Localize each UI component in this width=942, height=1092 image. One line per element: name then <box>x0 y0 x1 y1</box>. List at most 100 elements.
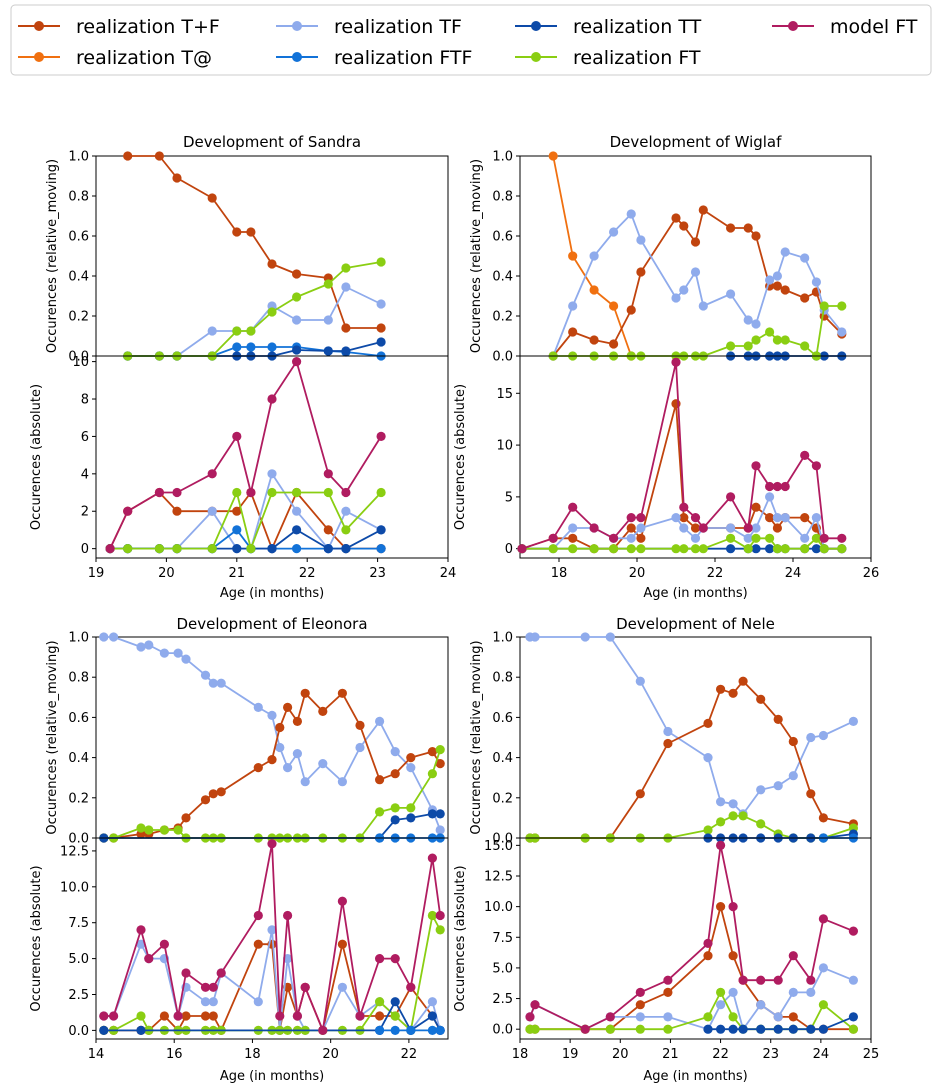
data-point <box>341 346 351 356</box>
data-point <box>292 345 302 355</box>
y-tick-label: 0.8 <box>68 190 89 205</box>
x-tick-label: 22 <box>299 566 316 581</box>
data-point <box>406 1025 416 1035</box>
data-point <box>375 1011 385 1021</box>
x-tick-label: 14 <box>88 1047 105 1062</box>
data-point <box>756 1024 766 1034</box>
data-point <box>427 747 437 757</box>
data-point <box>200 1011 211 1021</box>
series-layer <box>99 839 445 1035</box>
x-tick-label: 18 <box>551 566 568 581</box>
data-point <box>765 492 775 502</box>
data-point <box>780 481 790 492</box>
data-point <box>716 1000 726 1010</box>
data-point <box>427 853 437 863</box>
data-point <box>341 544 351 554</box>
axes-frame <box>95 355 449 559</box>
x-tick-label: 26 <box>863 566 880 581</box>
data-point <box>300 688 310 698</box>
x-tick-label: 18 <box>244 1047 261 1062</box>
data-point <box>173 825 183 835</box>
data-point <box>806 987 816 998</box>
legend-label: realization TT <box>573 16 702 38</box>
y-tick-label: 10.0 <box>484 900 513 915</box>
data-point <box>751 544 761 554</box>
x-tick-label: 25 <box>863 1047 880 1062</box>
data-point <box>323 279 333 289</box>
data-point <box>200 795 211 805</box>
data-point <box>406 763 416 773</box>
data-point <box>690 533 701 543</box>
data-point <box>756 819 766 829</box>
data-point <box>800 293 810 303</box>
y-tick-label: 5.0 <box>68 952 89 967</box>
data-point <box>679 523 689 533</box>
data-point <box>765 275 775 285</box>
data-point <box>589 335 599 345</box>
data-point <box>292 357 302 367</box>
chart-title: Development of Sandra <box>183 133 361 151</box>
data-point <box>216 787 226 797</box>
y-tick-label: 0.2 <box>68 310 89 325</box>
y-tick-label: 0.4 <box>492 751 513 766</box>
y-axis-label: Occurences (absolute) <box>29 384 44 530</box>
data-point <box>568 251 578 261</box>
data-point <box>172 544 182 554</box>
legend-entry: realization FTF <box>276 47 472 69</box>
y-tick-label: 0.0 <box>492 1023 513 1038</box>
data-point <box>292 1011 302 1021</box>
data-point <box>726 533 736 543</box>
data-point <box>105 544 115 554</box>
data-point <box>253 939 263 949</box>
legend-frame <box>10 4 932 76</box>
x-tick-label: 22 <box>707 566 724 581</box>
data-point <box>376 299 386 309</box>
y-tick-label: 4 <box>81 467 89 482</box>
data-point <box>811 461 822 471</box>
data-point <box>246 487 256 498</box>
data-point <box>663 975 673 985</box>
x-axis-label: Age (in months) <box>220 586 324 601</box>
data-point <box>772 513 783 523</box>
data-point <box>728 902 738 912</box>
data-point <box>173 1011 183 1021</box>
data-point <box>609 544 619 554</box>
series-line <box>110 491 382 550</box>
data-point <box>267 487 277 498</box>
data-point <box>267 839 277 849</box>
data-point <box>376 487 386 498</box>
data-point <box>837 544 847 554</box>
data-point <box>390 997 400 1007</box>
data-point <box>788 987 798 998</box>
data-point <box>626 544 636 554</box>
data-point <box>341 525 351 535</box>
y-tick-label: 5.0 <box>492 961 513 976</box>
data-point <box>819 544 829 554</box>
legend-label: realization FT <box>573 47 701 69</box>
data-point <box>800 513 810 523</box>
data-point <box>609 339 619 349</box>
data-point <box>568 502 578 512</box>
data-point <box>743 544 753 554</box>
x-tick-label: 19 <box>562 1047 579 1062</box>
x-tick-label: 23 <box>762 1047 779 1062</box>
data-point <box>765 481 775 492</box>
data-point <box>818 963 829 973</box>
data-point <box>848 716 859 727</box>
data-point <box>738 1024 748 1034</box>
data-point <box>292 292 302 302</box>
subplot-absolute: 0.0 2.5 5.0 7.5 10.0 12.5 15.0 Occurences (abso… <box>453 837 872 1040</box>
data-point <box>136 925 146 935</box>
data-point <box>626 513 636 523</box>
data-point <box>605 632 615 642</box>
data-point <box>292 506 302 516</box>
data-point <box>609 533 619 543</box>
data-point <box>427 910 437 921</box>
data-point <box>751 335 761 345</box>
data-point <box>663 1012 673 1022</box>
data-point <box>99 632 109 642</box>
y-tick-label: 12.5 <box>484 869 513 884</box>
data-point <box>123 544 133 554</box>
data-point <box>738 811 748 821</box>
data-point <box>589 523 599 533</box>
